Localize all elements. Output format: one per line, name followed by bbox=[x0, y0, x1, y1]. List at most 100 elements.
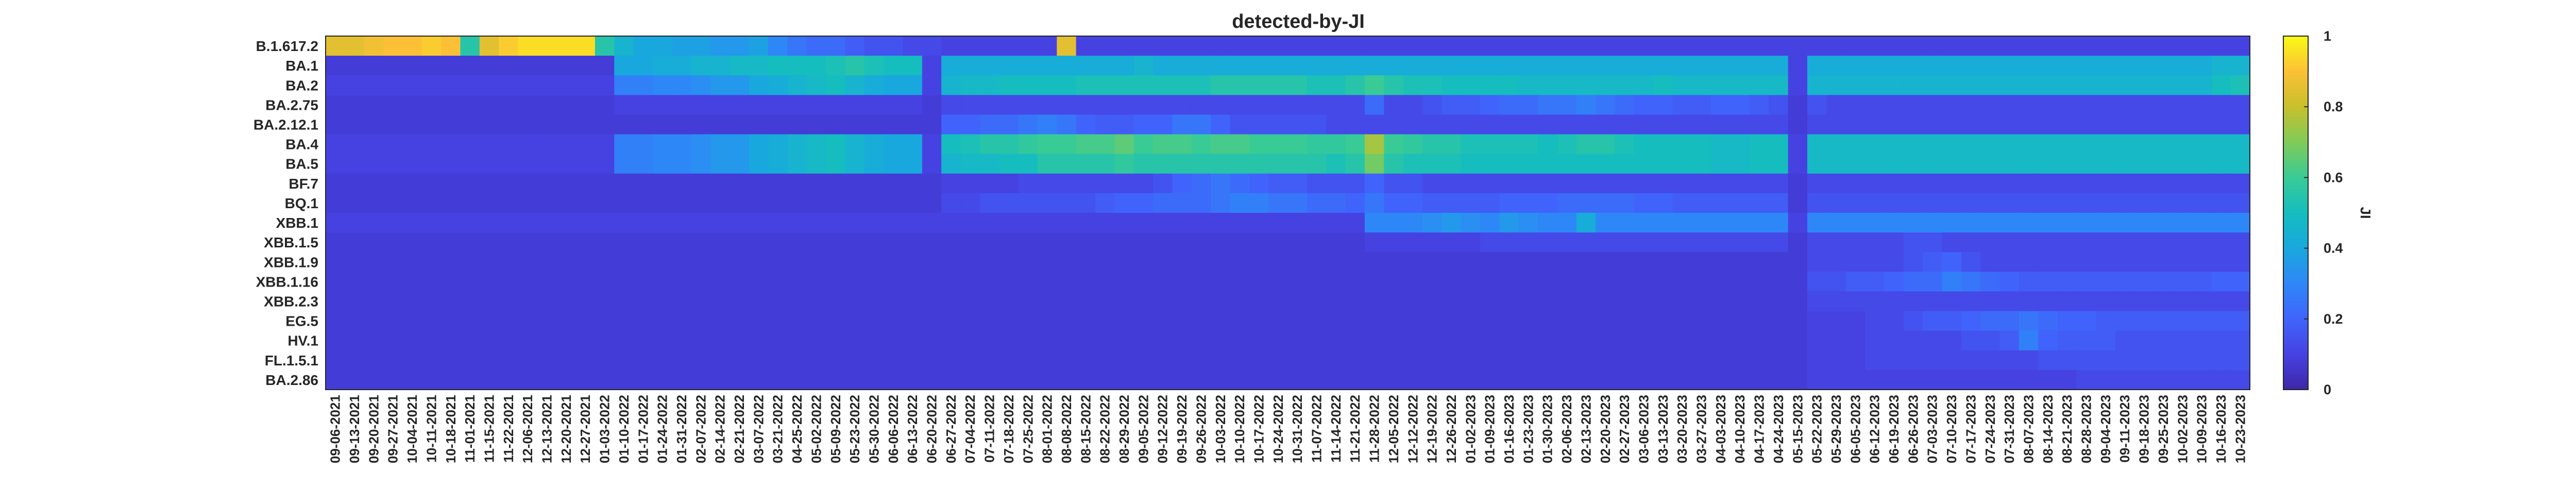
heatmap-cell bbox=[383, 193, 403, 213]
heatmap-cell bbox=[826, 56, 846, 76]
heatmap-cell bbox=[864, 173, 884, 194]
heatmap-cell bbox=[1037, 311, 1057, 331]
heatmap-cell bbox=[1364, 36, 1384, 56]
heatmap-cell bbox=[1037, 114, 1057, 135]
heatmap-cell bbox=[614, 56, 634, 76]
heatmap-cell bbox=[1037, 370, 1057, 390]
heatmap-cell bbox=[2211, 56, 2231, 76]
column-label: 10-03-2022 bbox=[1213, 395, 1228, 463]
heatmap-cell bbox=[1230, 95, 1250, 115]
row-label: B.1.617.2 bbox=[256, 38, 318, 54]
heatmap-cell bbox=[1884, 36, 1904, 56]
heatmap-cell bbox=[1268, 134, 1289, 155]
heatmap-cell bbox=[345, 56, 365, 76]
heatmap-cell bbox=[2019, 252, 2039, 272]
heatmap-cell bbox=[1461, 95, 1481, 115]
heatmap-cell bbox=[2134, 330, 2154, 351]
heatmap-cell bbox=[1596, 291, 1616, 312]
heatmap-cell bbox=[1268, 213, 1289, 233]
heatmap-cell bbox=[1980, 134, 2001, 155]
heatmap-cell bbox=[2154, 311, 2174, 331]
heatmap-cell bbox=[1845, 330, 1866, 351]
heatmap-cell bbox=[595, 330, 615, 351]
heatmap-cell bbox=[1153, 154, 1173, 174]
heatmap-cell bbox=[922, 291, 942, 312]
heatmap-cell bbox=[1730, 134, 1750, 155]
heatmap-cell bbox=[1057, 291, 1077, 312]
row-label: XBB.1.9 bbox=[264, 254, 318, 270]
heatmap-cell bbox=[1480, 95, 1500, 115]
heatmap-cell bbox=[1384, 232, 1404, 253]
heatmap-cell bbox=[1018, 291, 1038, 312]
heatmap-cell bbox=[364, 213, 384, 233]
heatmap-cell bbox=[2038, 56, 2058, 76]
heatmap-cell bbox=[1191, 232, 1211, 253]
heatmap-cell bbox=[2096, 291, 2116, 312]
column-label: 01-30-2023 bbox=[1540, 395, 1555, 463]
heatmap-cell bbox=[1384, 36, 1404, 56]
heatmap-cell bbox=[1980, 154, 2001, 174]
heatmap-cell bbox=[1133, 173, 1154, 194]
heatmap-cell bbox=[2076, 173, 2096, 194]
heatmap-cell bbox=[845, 291, 865, 312]
heatmap-cell bbox=[499, 36, 519, 56]
heatmap-cell bbox=[1133, 272, 1154, 292]
heatmap-cell bbox=[1076, 370, 1096, 390]
heatmap-cell bbox=[1576, 272, 1596, 292]
heatmap-cell bbox=[960, 95, 980, 115]
heatmap-cell bbox=[1711, 291, 1731, 312]
heatmap-cell bbox=[1845, 95, 1866, 115]
heatmap-cell bbox=[1615, 330, 1635, 351]
heatmap-cell bbox=[1211, 311, 1231, 331]
heatmap-cell bbox=[768, 75, 788, 95]
heatmap-cell bbox=[1557, 311, 1577, 331]
heatmap-cell bbox=[710, 252, 730, 272]
heatmap-cell bbox=[903, 193, 923, 213]
heatmap-cell bbox=[595, 291, 615, 312]
column-label: 09-12-2022 bbox=[1155, 395, 1171, 463]
heatmap-cell bbox=[479, 95, 499, 115]
heatmap-cell bbox=[1749, 95, 1769, 115]
heatmap-cell bbox=[1615, 370, 1635, 390]
heatmap-cell bbox=[518, 154, 538, 174]
heatmap-cell bbox=[1691, 75, 1711, 95]
heatmap-cell bbox=[1114, 56, 1134, 76]
heatmap-cell bbox=[1807, 173, 1827, 194]
heatmap-cell bbox=[1980, 36, 2001, 56]
heatmap-cell bbox=[979, 311, 999, 331]
heatmap-cell bbox=[1268, 36, 1289, 56]
column-label: 07-31-2023 bbox=[2002, 395, 2017, 463]
heatmap-cell bbox=[691, 154, 711, 174]
heatmap-cell bbox=[903, 36, 923, 56]
heatmap-cell bbox=[1942, 173, 1962, 194]
heatmap-cell bbox=[749, 114, 769, 135]
heatmap-cell bbox=[614, 311, 634, 331]
heatmap-cell bbox=[1691, 36, 1711, 56]
heatmap-cell bbox=[2096, 75, 2116, 95]
heatmap-cell bbox=[556, 291, 577, 312]
heatmap-cell bbox=[1576, 173, 1596, 194]
heatmap-cell bbox=[710, 213, 730, 233]
heatmap-cell bbox=[1557, 252, 1577, 272]
heatmap-cell bbox=[1422, 252, 1442, 272]
heatmap-cell bbox=[1422, 232, 1442, 253]
heatmap-cell bbox=[941, 134, 961, 155]
heatmap-cell bbox=[1730, 75, 1750, 95]
heatmap-cell bbox=[1442, 291, 1462, 312]
heatmap-cell bbox=[1153, 134, 1173, 155]
heatmap-cell bbox=[884, 95, 904, 115]
heatmap-cell bbox=[2211, 291, 2231, 312]
heatmap-cell bbox=[1499, 291, 1519, 312]
heatmap-cell bbox=[922, 56, 942, 76]
heatmap-cell bbox=[1480, 311, 1500, 331]
heatmap-cell bbox=[1518, 95, 1538, 115]
heatmap-cell bbox=[864, 193, 884, 213]
heatmap-cell bbox=[460, 311, 480, 331]
heatmap-cell bbox=[1923, 36, 1942, 56]
heatmap-cell bbox=[1826, 232, 1846, 253]
heatmap-cell bbox=[768, 56, 788, 76]
heatmap-cell bbox=[421, 252, 442, 272]
heatmap-cell bbox=[345, 154, 365, 174]
heatmap-cell bbox=[1518, 232, 1538, 253]
heatmap-cell bbox=[1057, 173, 1077, 194]
